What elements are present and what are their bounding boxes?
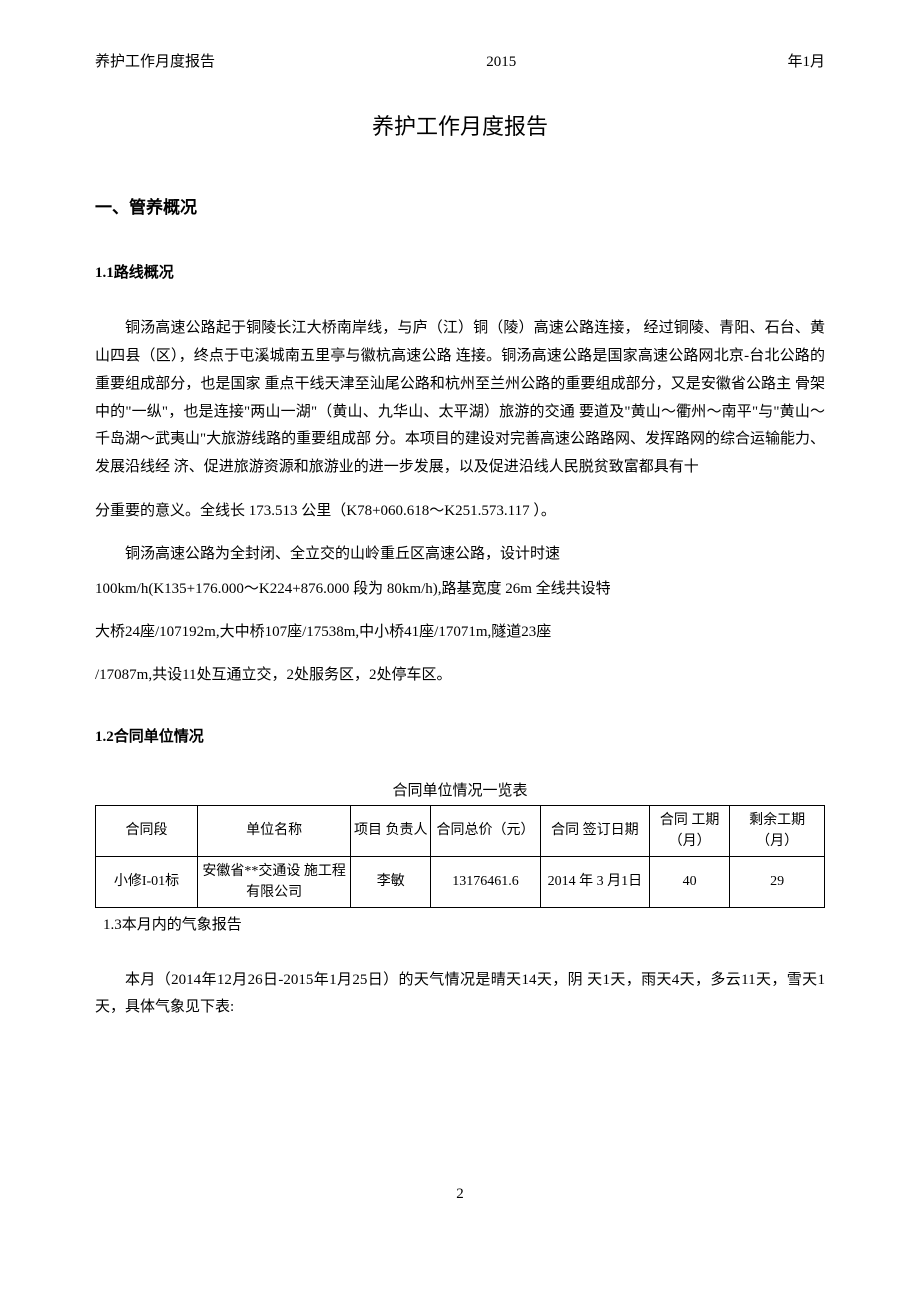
table-cell: 2014 年 3 月1日: [540, 856, 649, 907]
table-row: 小修I-01标 安徽省**交通设 施工程有限公司 李敏 13176461.6 2…: [96, 856, 825, 907]
paragraph-4: 100km/h(K135+176.000～K224+876.000 段为 80k…: [95, 576, 825, 604]
subsection-1-1-heading: 1.1路线概况: [95, 261, 825, 285]
paragraph-6: /17087m,共设11处互通立交，2处服务区，2处停车区。: [95, 662, 825, 690]
weather-paragraph: 本月（2014年12月26日-2015年1月25日）的天气情况是晴天14天，阴 …: [95, 967, 825, 1023]
table-cell: 40: [650, 856, 730, 907]
table-header-cell: 合同段: [96, 805, 198, 856]
document-title: 养护工作月度报告: [95, 109, 825, 144]
page-number: 2: [95, 1182, 825, 1206]
page-header: 养护工作月度报告 2015 年1月: [95, 50, 825, 74]
subsection-1-2-heading: 1.2合同单位情况: [95, 725, 825, 749]
subsection-1-3-heading: 1.3本月内的气象报告: [95, 913, 825, 937]
table-header-cell: 单位名称: [198, 805, 351, 856]
paragraph-5: 大桥24座/107192m,大中桥107座/17538m,中小桥41座/1707…: [95, 619, 825, 647]
table-header-cell: 剩余工期（月）: [730, 805, 825, 856]
contract-table: 合同段 单位名称 项目 负责人 合同总价（元） 合同 签订日期 合同 工期（月）…: [95, 805, 825, 908]
table-cell: 13176461.6: [431, 856, 540, 907]
header-left: 养护工作月度报告: [95, 50, 215, 74]
table-cell: 小修I-01标: [96, 856, 198, 907]
paragraph-3: 铜汤高速公路为全封闭、全立交的山岭重丘区高速公路，设计时速: [95, 541, 825, 569]
table-header-cell: 合同 签订日期: [540, 805, 649, 856]
paragraph-2: 分重要的意义。全线长 173.513 公里（K78+060.618～K251.5…: [95, 498, 825, 526]
table-header-cell: 项目 负责人: [351, 805, 431, 856]
table-cell: 安徽省**交通设 施工程有限公司: [198, 856, 351, 907]
table-cell: 李敏: [351, 856, 431, 907]
section-1-heading: 一、管养概况: [95, 194, 825, 221]
table-caption: 合同单位情况一览表: [95, 779, 825, 803]
table-cell: 29: [730, 856, 825, 907]
table-header-row: 合同段 单位名称 项目 负责人 合同总价（元） 合同 签订日期 合同 工期（月）…: [96, 805, 825, 856]
paragraph-1: 铜汤高速公路起于铜陵长江大桥南岸线，与庐（江）铜（陵）高速公路连接， 经过铜陵、…: [95, 315, 825, 482]
header-right: 年1月: [787, 50, 825, 74]
table-header-cell: 合同总价（元）: [431, 805, 540, 856]
table-header-cell: 合同 工期（月）: [650, 805, 730, 856]
header-center: 2015: [486, 50, 516, 74]
